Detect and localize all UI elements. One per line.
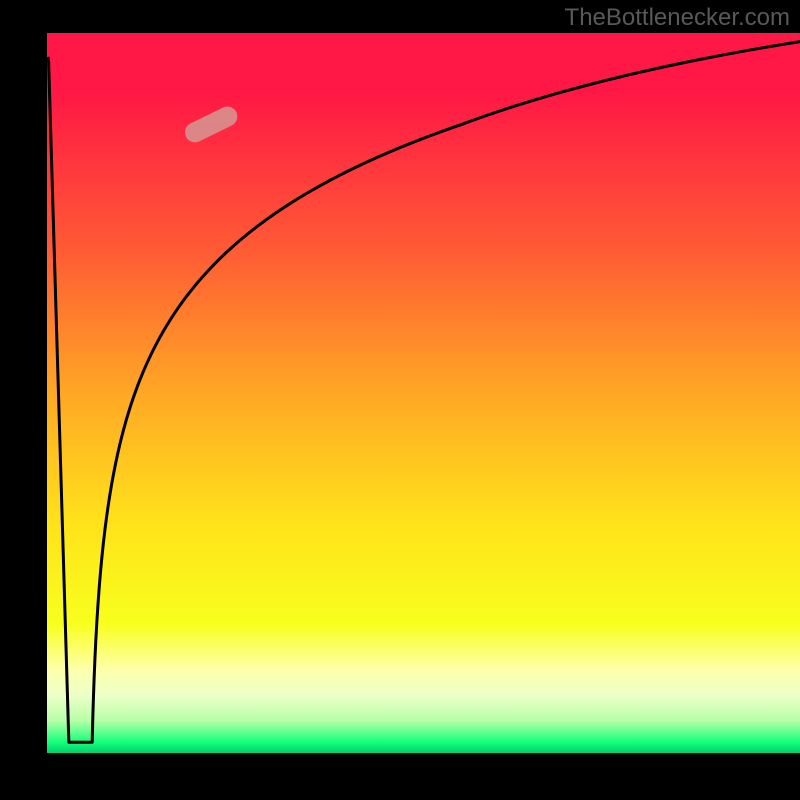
gradient-background	[47, 33, 800, 753]
chart-stage: TheBottlenecker.com	[0, 0, 800, 800]
plot-svg	[47, 33, 800, 753]
attribution-label: TheBottlenecker.com	[565, 4, 790, 32]
plot-area	[47, 33, 800, 753]
